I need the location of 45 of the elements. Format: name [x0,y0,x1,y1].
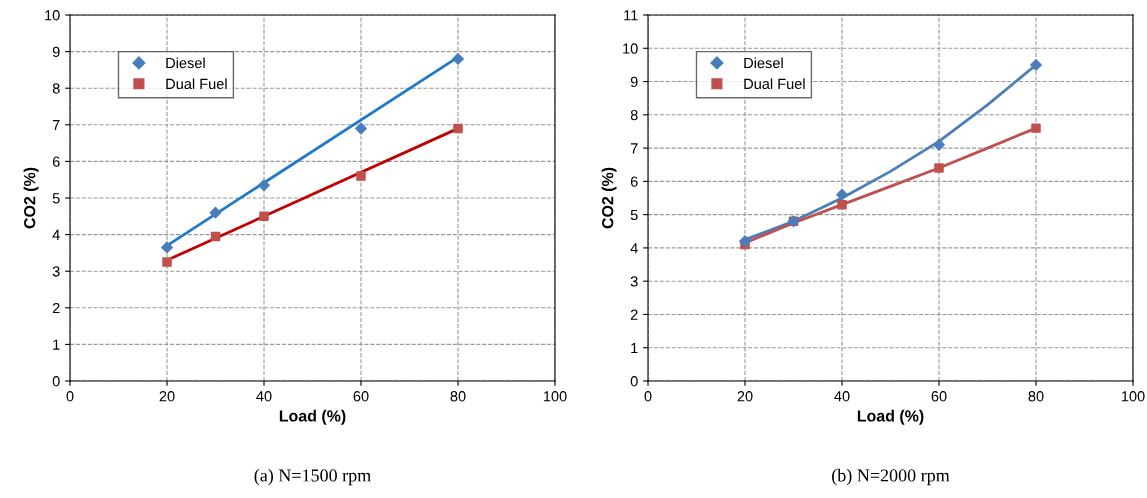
x-tick-label: 100 [543,391,567,402]
y-tick-label: 9 [52,46,60,58]
y-tick-label: 9 [630,76,638,87]
x-tick-label: 0 [644,391,652,402]
text: (b) N=2000 rpm [832,468,950,486]
y-tick-label: 0 [52,376,60,387]
y-tick-label: 6 [52,156,60,167]
y-axis-title: CO2 (%) [23,167,39,229]
y-tick-label: 3 [52,266,60,277]
legend-label: Diesel [166,57,205,69]
y-tick-label: 3 [630,276,638,287]
x-axis-title: Load (%) [279,409,346,425]
x-tick-label: 40 [834,391,850,402]
x-tick-label: 60 [353,391,369,402]
y-tick-label: 10 [623,43,638,54]
y-tick-label: 10 [45,10,60,21]
y-tick-label: 6 [630,176,638,187]
x-tick-label: 20 [737,391,753,402]
x-tick-label: 0 [66,391,74,402]
x-tick-label: 20 [159,391,175,402]
y-axis-title: CO2 (%) [601,167,617,229]
x-tick-label: 100 [1121,391,1145,402]
y-tick-label: 1 [631,342,638,354]
text: (a) N=1500 rpm [254,468,371,486]
y-tick-label: 1 [53,339,60,350]
y-tick-label: 2 [52,302,60,314]
y-tick-label: 8 [630,109,638,121]
y-tick-label: 8 [52,83,60,94]
legend-label: Dual Fuel [166,78,227,90]
y-tick-label: 5 [630,209,638,221]
y-tick-label: 7 [52,120,60,131]
x-tick-label: 40 [256,391,272,402]
legend-label: Dual Fuel [744,78,805,90]
x-tick-label: 60 [931,391,947,402]
x-axis-title: Load (%) [857,409,924,425]
y-tick-label: 0 [630,376,638,387]
y-tick-label: 7 [630,143,638,154]
x-tick-label: 80 [450,391,466,402]
y-tick-label: 2 [630,309,638,320]
y-tick-label: 4 [52,229,60,240]
y-tick-label: 5 [52,193,60,204]
y-tick-label: 4 [630,243,638,254]
y-tick-label: 11 [624,10,638,21]
legend-label: Diesel [744,57,783,69]
x-tick-label: 80 [1028,391,1044,402]
